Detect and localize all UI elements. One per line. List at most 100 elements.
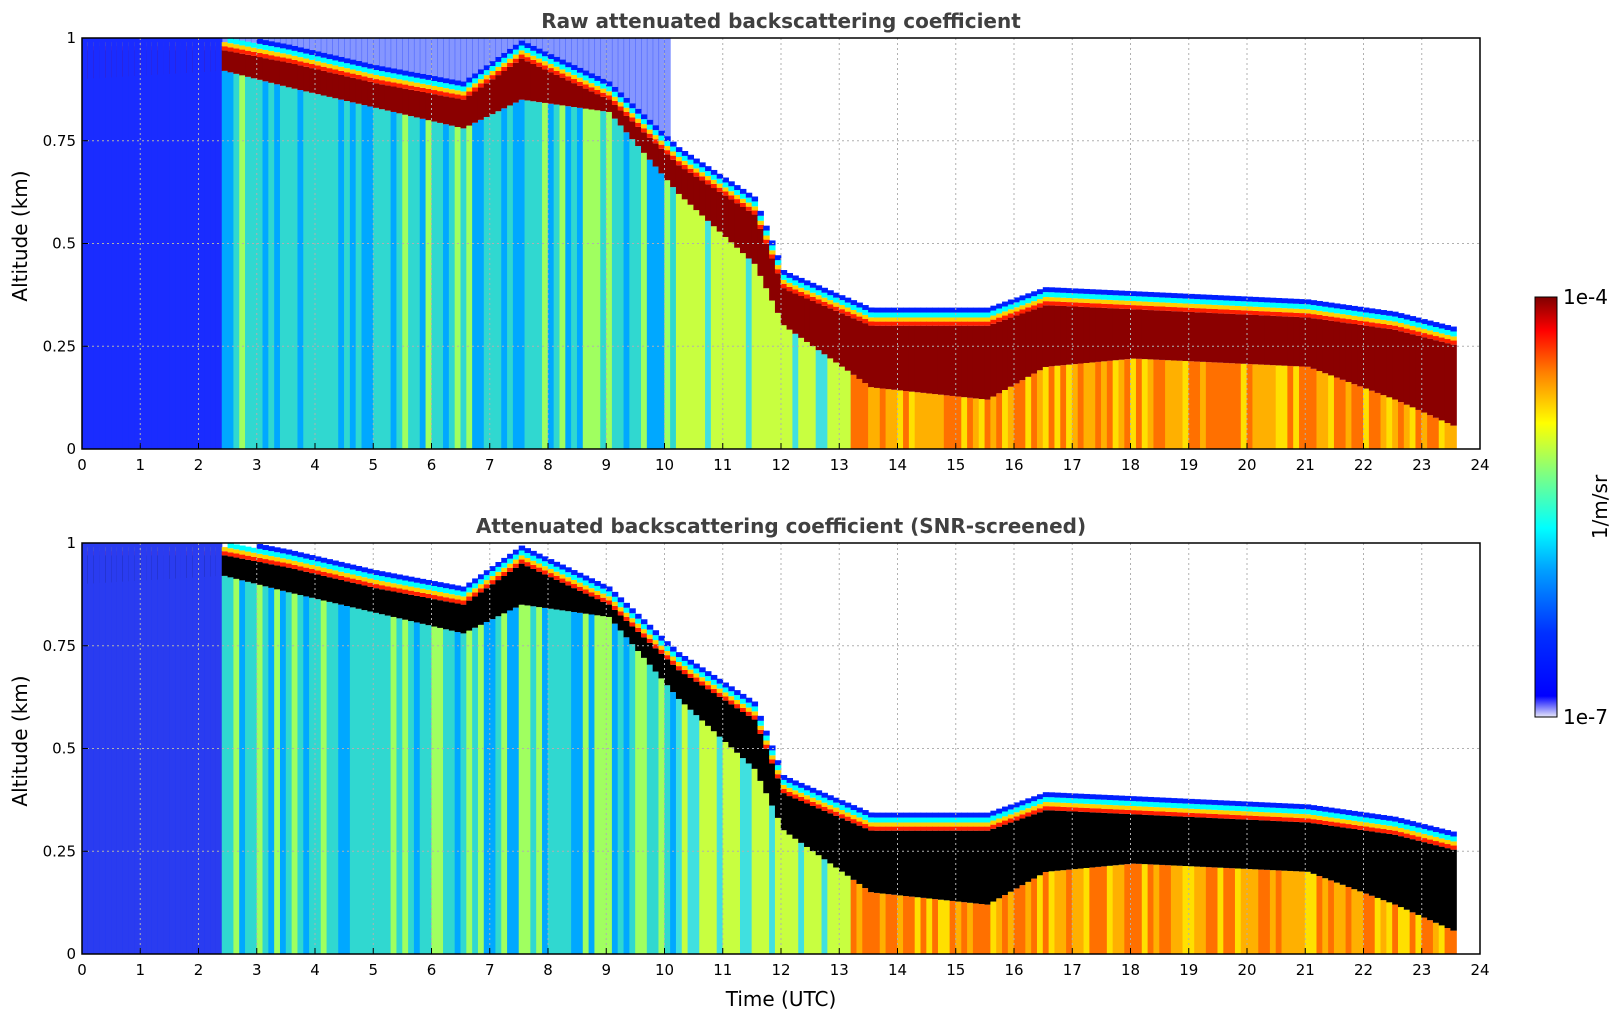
heatmap-edge-cell bbox=[448, 79, 456, 85]
heatmap-edge-cell bbox=[378, 576, 386, 582]
heatmap-column bbox=[373, 107, 380, 449]
heatmap-edge-cell bbox=[1071, 793, 1079, 799]
heatmap-noise-cell bbox=[600, 38, 607, 79]
heatmap-edge-cell bbox=[827, 295, 834, 301]
heatmap-edge-cell bbox=[355, 60, 363, 66]
heatmap-column bbox=[769, 300, 776, 449]
heatmap-edge-cell bbox=[990, 810, 997, 816]
heatmap-cloud-cell bbox=[1054, 305, 1061, 366]
heatmap-cloud-cell bbox=[1031, 309, 1038, 374]
heatmap-edge-cell bbox=[262, 45, 269, 50]
heatmap-edge-cell bbox=[1217, 810, 1224, 815]
heatmap-edge-cell bbox=[1170, 302, 1178, 308]
heatmap-column bbox=[734, 752, 741, 954]
heatmap-edge-cell bbox=[1368, 813, 1376, 819]
heatmap-edge-cell bbox=[856, 812, 863, 818]
heatmap-edge-cell bbox=[431, 81, 438, 86]
heatmap-edge-cell bbox=[268, 55, 275, 60]
heatmap-edge-cell bbox=[268, 46, 275, 52]
heatmap-cloud-cell bbox=[675, 165, 683, 194]
heatmap-edge-cell bbox=[443, 593, 450, 598]
heatmap-edge-cell bbox=[1304, 313, 1312, 318]
heatmap-column bbox=[1392, 904, 1399, 954]
heatmap-cloud-cell bbox=[1170, 311, 1178, 361]
heatmap-cloud-cell bbox=[501, 575, 508, 614]
heatmap-edge-cell bbox=[355, 565, 363, 571]
heatmap-column bbox=[1392, 399, 1399, 449]
heatmap-edge-cell bbox=[600, 583, 607, 589]
heatmap-cloud-cell bbox=[1042, 305, 1050, 367]
heatmap-edge-cell bbox=[309, 555, 316, 560]
heatmap-edge-cell bbox=[332, 55, 339, 61]
heatmap-edge-cell bbox=[536, 558, 543, 564]
heatmap-edge-cell bbox=[233, 549, 240, 554]
heatmap-edge-cell bbox=[844, 802, 852, 808]
heatmap-edge-cell bbox=[1124, 809, 1131, 814]
heatmap-edge-cell bbox=[1380, 319, 1387, 324]
heatmap-column bbox=[664, 685, 671, 954]
heatmap-edge-cell bbox=[611, 601, 619, 606]
heatmap-cloud-cell bbox=[250, 560, 258, 584]
heatmap-edge-cell bbox=[344, 573, 351, 578]
heatmap-edge-cell bbox=[1415, 827, 1422, 833]
heatmap-edge-cell bbox=[908, 822, 916, 827]
heatmap-column bbox=[524, 605, 531, 954]
heatmap-edge-cell bbox=[705, 676, 712, 682]
heatmap-cloud-cell bbox=[378, 84, 386, 110]
heatmap-edge-cell bbox=[547, 559, 555, 565]
heatmap-edge-cell bbox=[996, 808, 1003, 814]
heatmap-edge-cell bbox=[320, 57, 328, 63]
heatmap-column bbox=[1281, 365, 1288, 449]
heatmap-edge-cell bbox=[681, 150, 689, 156]
heatmap-edge-cell bbox=[821, 292, 828, 298]
heatmap-edge-cell bbox=[1071, 803, 1079, 808]
heatmap-edge-cell bbox=[996, 303, 1003, 309]
heatmap-edge-cell bbox=[623, 602, 630, 608]
heatmap-column bbox=[1071, 869, 1079, 954]
heatmap-edge-cell bbox=[565, 567, 572, 573]
heatmap-edge-cell bbox=[419, 583, 427, 589]
heatmap-column bbox=[1147, 864, 1155, 954]
heatmap-cloud-cell bbox=[780, 288, 788, 326]
heatmap-column bbox=[961, 902, 968, 954]
heatmap-edge-cell bbox=[1386, 829, 1393, 834]
heatmap-edge-cell bbox=[1089, 804, 1096, 809]
heatmap-edge-cell bbox=[821, 806, 828, 811]
heatmap-edge-cell bbox=[705, 171, 712, 177]
heatmap-edge-cell bbox=[297, 552, 304, 558]
heatmap-edge-cell bbox=[769, 245, 776, 251]
heatmap-cloud-cell bbox=[431, 599, 438, 627]
heatmap-edge-cell bbox=[425, 593, 432, 599]
heatmap-edge-cell bbox=[827, 304, 834, 309]
heatmap-edge-cell bbox=[285, 554, 293, 560]
heatmap-edge-cell bbox=[1095, 303, 1102, 308]
heatmap-edge-cell bbox=[745, 206, 753, 211]
heatmap-edge-cell bbox=[355, 575, 363, 580]
heatmap-edge-cell bbox=[489, 61, 497, 67]
heatmap-column bbox=[256, 79, 264, 449]
heatmap-column bbox=[1357, 386, 1364, 449]
heatmap-noise-cell bbox=[483, 38, 491, 66]
heatmap-column bbox=[285, 87, 293, 450]
heatmap-edge-cell bbox=[1141, 305, 1149, 310]
heatmap-cloud-cell bbox=[1345, 323, 1353, 382]
heatmap-cloud-cell bbox=[1357, 829, 1364, 892]
heatmap-edge-cell bbox=[757, 224, 764, 229]
heatmap-column bbox=[1258, 869, 1265, 954]
heatmap-edge-cell bbox=[949, 817, 957, 823]
heatmap-edge-cell bbox=[1316, 810, 1323, 816]
heatmap-edge-cell bbox=[396, 74, 403, 80]
heatmap-column bbox=[1147, 359, 1155, 449]
x-tick-label: 21 bbox=[1296, 961, 1315, 979]
heatmap-edge-cell bbox=[425, 74, 432, 80]
heatmap-noise-cell bbox=[413, 38, 421, 73]
heatmap-edge-cell bbox=[961, 312, 968, 318]
heatmap-noise-cell bbox=[606, 38, 613, 82]
heatmap-column bbox=[804, 846, 811, 954]
heatmap-column bbox=[996, 898, 1003, 954]
heatmap-cloud-cell bbox=[1293, 821, 1300, 872]
heatmap-edge-cell bbox=[786, 282, 794, 287]
heatmap-cloud-cell bbox=[384, 85, 392, 111]
x-tick-label: 13 bbox=[830, 961, 849, 979]
heatmap-edge-cell bbox=[879, 307, 887, 313]
